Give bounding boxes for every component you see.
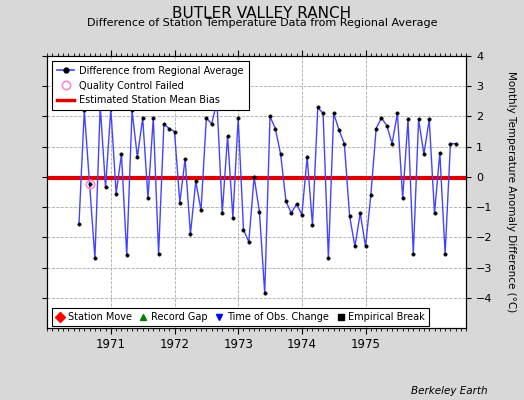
Legend: Station Move, Record Gap, Time of Obs. Change, Empirical Break: Station Move, Record Gap, Time of Obs. C… [52,308,429,326]
Text: Berkeley Earth: Berkeley Earth [411,386,487,396]
Text: Difference of Station Temperature Data from Regional Average: Difference of Station Temperature Data f… [87,18,437,28]
Text: BUTLER VALLEY RANCH: BUTLER VALLEY RANCH [172,6,352,21]
Y-axis label: Monthly Temperature Anomaly Difference (°C): Monthly Temperature Anomaly Difference (… [507,71,517,313]
